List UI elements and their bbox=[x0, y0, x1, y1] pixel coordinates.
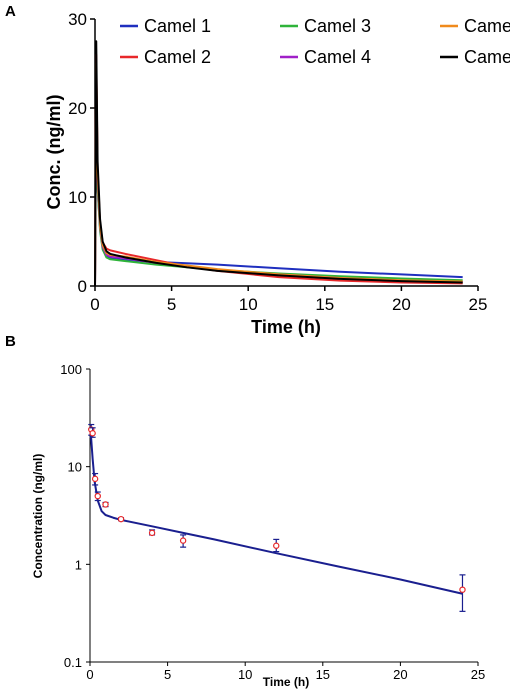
x-ticks-a: 0 5 10 15 20 25 bbox=[90, 286, 487, 314]
data-point-b bbox=[148, 529, 156, 537]
panel-label-b: B bbox=[5, 333, 16, 350]
x-tick-label-a: 15 bbox=[315, 295, 334, 314]
series-line-camel-6 bbox=[94, 40, 463, 287]
legend-label-camel-4: Camel 4 bbox=[304, 47, 371, 67]
series-line-camel-3 bbox=[94, 80, 463, 287]
y-tick-label-a: 20 bbox=[68, 99, 87, 118]
x-ticks-b: 0 5 10 15 20 25 bbox=[86, 662, 485, 682]
series-line-camel-4 bbox=[94, 71, 463, 287]
legend-a: Camel 1 Camel 2 Camel 3 Camel 4 Camel 5 Camel… bbox=[120, 16, 510, 67]
data-point-b bbox=[459, 586, 466, 593]
fit-line-group-b bbox=[89, 433, 463, 595]
legend-label-camel-5: Camel 5 bbox=[464, 16, 510, 36]
series-line-camel-1 bbox=[94, 89, 463, 287]
panel-label-a: A bbox=[5, 3, 16, 20]
x-axis-label-b: Time (h) bbox=[263, 675, 309, 689]
y-tick-label-b: 0.1 bbox=[64, 655, 82, 670]
x-tick-label-b: 0 bbox=[86, 667, 93, 682]
observed-points-b bbox=[88, 423, 466, 612]
x-tick-label-a: 25 bbox=[469, 295, 488, 314]
x-tick-label-a: 0 bbox=[90, 295, 99, 314]
y-axis-label-a: Conc. (ng/ml) bbox=[44, 95, 64, 210]
series-group-a bbox=[94, 40, 463, 287]
y-ticks-a: 0 10 20 30 bbox=[68, 10, 95, 296]
x-axis-label-a: Time (h) bbox=[251, 317, 321, 337]
y-tick-label-a: 0 bbox=[78, 277, 87, 296]
chart-panel-a: A Conc. (ng/ml) Time (h) 0 5 10 15 20 25 0 10 2… bbox=[5, 3, 510, 337]
y-ticks-b: 0.1 1 10 100 bbox=[60, 362, 90, 670]
series-line-camel-5 bbox=[94, 62, 463, 287]
fit-line-b bbox=[89, 433, 463, 595]
data-point-b bbox=[273, 542, 280, 549]
legend-label-camel-3: Camel 3 bbox=[304, 16, 371, 36]
data-point-b bbox=[91, 475, 99, 483]
x-tick-label-b: 25 bbox=[471, 667, 485, 682]
legend-label-camel-6: Camel 6 bbox=[464, 47, 510, 67]
y-tick-label-a: 10 bbox=[68, 188, 87, 207]
data-point-b bbox=[94, 492, 101, 500]
x-tick-label-b: 20 bbox=[393, 667, 407, 682]
data-point-b bbox=[89, 430, 96, 437]
series-line-camel-2 bbox=[94, 53, 463, 287]
y-tick-label-b: 1 bbox=[75, 557, 82, 572]
y-tick-label-b: 100 bbox=[60, 362, 82, 377]
x-tick-label-b: 5 bbox=[164, 667, 171, 682]
legend-label-camel-2: Camel 2 bbox=[144, 47, 211, 67]
y-axis-label-b: Concentration (ng/ml) bbox=[31, 454, 45, 579]
chart-panel-b: B Concentration (ng/ml) Time (h) 0 5 10 15 2… bbox=[5, 333, 485, 689]
x-tick-label-a: 20 bbox=[392, 295, 411, 314]
data-point-b bbox=[102, 501, 109, 508]
data-point-b bbox=[179, 537, 187, 544]
x-tick-label-a: 5 bbox=[167, 295, 176, 314]
x-tick-label-b: 10 bbox=[238, 667, 252, 682]
x-tick-label-b: 15 bbox=[316, 667, 330, 682]
x-tick-label-a: 10 bbox=[239, 295, 258, 314]
legend-label-camel-1: Camel 1 bbox=[144, 16, 211, 36]
data-point-b bbox=[117, 515, 125, 523]
y-tick-label-a: 30 bbox=[68, 10, 87, 29]
y-tick-label-b: 10 bbox=[68, 460, 82, 475]
